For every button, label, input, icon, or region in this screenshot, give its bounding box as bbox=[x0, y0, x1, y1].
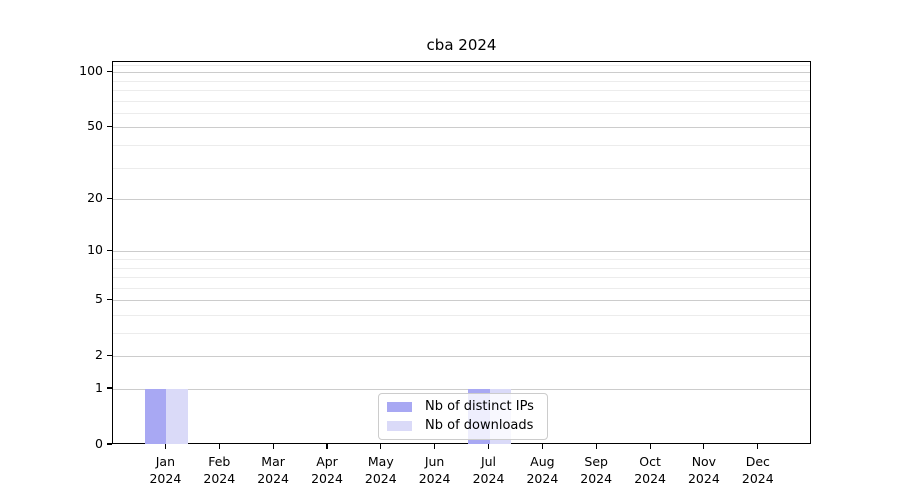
x-tick-mark bbox=[326, 444, 328, 449]
legend-swatch-distinct-ips-icon bbox=[387, 402, 412, 412]
y-tick-mark bbox=[107, 298, 112, 300]
legend-swatch-downloads-icon bbox=[387, 421, 412, 431]
legend-label-distinct-ips: Nb of distinct IPs bbox=[425, 399, 534, 414]
major-gridline bbox=[113, 356, 810, 358]
y-tick-label: 50 bbox=[87, 118, 103, 134]
minor-gridline bbox=[113, 167, 810, 169]
x-tick-mark bbox=[703, 444, 705, 449]
bar-distinct-ips-jan bbox=[144, 389, 167, 444]
x-tick-year: 2024 bbox=[418, 471, 451, 486]
plot-area: Nb of distinct IPs Nb of downloads bbox=[112, 61, 811, 444]
y-tick-mark bbox=[107, 197, 112, 199]
y-tick-mark bbox=[107, 387, 112, 389]
y-tick-mark bbox=[107, 354, 112, 356]
x-tick-month: Jun bbox=[424, 454, 445, 469]
x-tick-year: 2024 bbox=[741, 471, 774, 486]
x-tick-month: Nov bbox=[691, 454, 717, 469]
x-tick-label: Nov 2024 bbox=[674, 453, 734, 487]
x-tick-year: 2024 bbox=[687, 471, 720, 486]
y-tick-mark bbox=[107, 443, 112, 445]
x-tick-label: May 2024 bbox=[351, 453, 411, 487]
y-tick-label: 1 bbox=[95, 380, 103, 395]
minor-gridline bbox=[113, 90, 810, 91]
x-tick-label: Jul 2024 bbox=[459, 453, 519, 487]
minor-gridline bbox=[113, 287, 810, 289]
x-tick-mark bbox=[218, 444, 220, 449]
major-gridline bbox=[113, 300, 810, 302]
minor-gridline bbox=[113, 259, 810, 260]
x-tick-label: Jun 2024 bbox=[405, 453, 465, 487]
x-tick-label: Apr 2024 bbox=[297, 453, 357, 487]
minor-gridline bbox=[113, 333, 810, 334]
minor-gridline bbox=[113, 267, 810, 269]
x-tick-month: Oct bbox=[639, 454, 661, 469]
x-tick-label: Jan 2024 bbox=[135, 453, 195, 487]
y-tick-mark bbox=[107, 70, 112, 72]
x-tick-mark bbox=[434, 444, 436, 449]
x-tick-month: May bbox=[367, 454, 394, 469]
y-tick-mark bbox=[107, 249, 112, 251]
minor-gridline bbox=[113, 64, 810, 66]
x-tick-month: Apr bbox=[316, 454, 338, 469]
x-tick-month: Sep bbox=[584, 454, 608, 469]
legend-item-downloads: Nb of downloads bbox=[387, 419, 539, 433]
x-tick-month: Jul bbox=[480, 454, 497, 469]
y-tick-label: 2 bbox=[95, 347, 103, 363]
x-tick-month: Feb bbox=[208, 454, 231, 469]
y-tick-label: 100 bbox=[79, 63, 103, 79]
x-tick-month: Mar bbox=[261, 454, 285, 469]
y-tick-label: 5 bbox=[95, 291, 103, 307]
x-tick-year: 2024 bbox=[634, 471, 666, 486]
bar-downloads-jan bbox=[166, 389, 188, 444]
x-tick-year: 2024 bbox=[257, 471, 289, 486]
x-tick-mark bbox=[595, 444, 597, 449]
x-tick-month: Jan bbox=[155, 454, 176, 469]
minor-gridline bbox=[113, 277, 810, 278]
major-gridline bbox=[113, 251, 810, 253]
legend-item-distinct-ips: Nb of distinct IPs bbox=[387, 400, 539, 414]
x-tick-mark bbox=[541, 444, 543, 449]
major-gridline bbox=[113, 72, 810, 74]
y-tick-label: 0 bbox=[95, 436, 103, 451]
minor-gridline bbox=[113, 315, 810, 316]
x-tick-label: Dec 2024 bbox=[728, 453, 788, 487]
y-tick-label: 10 bbox=[87, 242, 103, 258]
x-tick-year: 2024 bbox=[311, 471, 343, 486]
x-tick-mark bbox=[757, 444, 759, 449]
major-gridline bbox=[113, 199, 810, 201]
x-tick-month: Dec bbox=[745, 454, 770, 469]
x-tick-mark bbox=[272, 444, 274, 449]
x-tick-label: Mar 2024 bbox=[243, 453, 303, 487]
x-tick-year: 2024 bbox=[149, 471, 182, 486]
x-tick-label: Sep 2024 bbox=[566, 453, 626, 487]
x-tick-year: 2024 bbox=[580, 471, 613, 486]
minor-gridline bbox=[113, 145, 810, 146]
x-tick-label: Oct 2024 bbox=[620, 453, 680, 487]
legend: Nb of distinct IPs Nb of downloads bbox=[378, 393, 548, 440]
major-gridline bbox=[113, 127, 810, 129]
minor-gridline bbox=[113, 80, 810, 82]
major-gridline bbox=[113, 389, 810, 390]
chart-title: cba 2024 bbox=[426, 36, 497, 54]
x-tick-mark bbox=[164, 444, 166, 449]
x-tick-year: 2024 bbox=[203, 471, 236, 486]
x-tick-label: Feb 2024 bbox=[189, 453, 249, 487]
x-tick-year: 2024 bbox=[364, 471, 397, 486]
x-tick-month: Aug bbox=[530, 454, 555, 469]
x-tick-label: Aug 2024 bbox=[512, 453, 572, 487]
minor-gridline bbox=[113, 112, 810, 114]
y-tick-mark bbox=[107, 125, 112, 127]
x-tick-year: 2024 bbox=[472, 471, 505, 486]
x-tick-year: 2024 bbox=[526, 471, 559, 486]
minor-gridline bbox=[113, 100, 810, 102]
legend-label-downloads: Nb of downloads bbox=[425, 418, 534, 433]
y-tick-label: 20 bbox=[87, 190, 103, 206]
x-tick-mark bbox=[649, 444, 651, 449]
x-tick-mark bbox=[487, 444, 490, 449]
x-tick-mark bbox=[380, 444, 382, 449]
